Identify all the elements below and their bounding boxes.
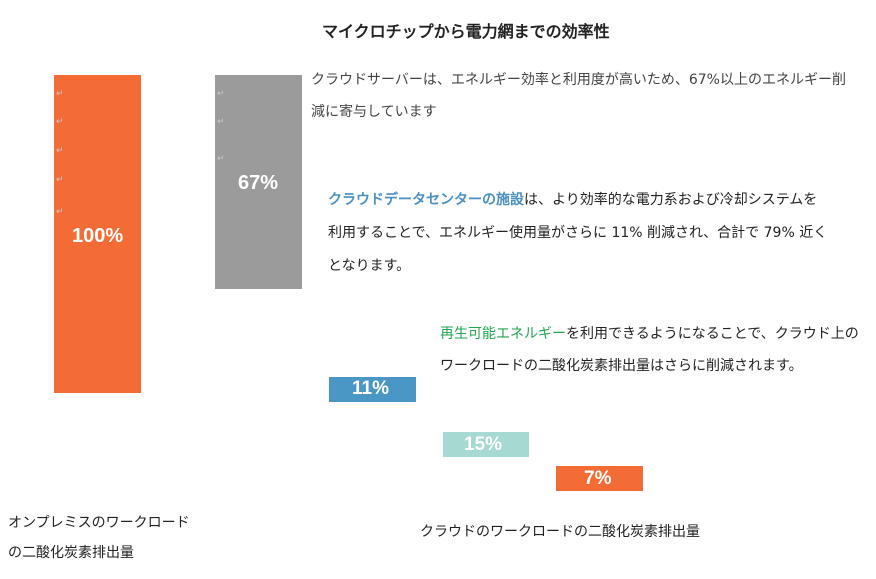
bar-datacenter-11 [329,377,416,402]
bar-label-7: 7% [584,468,612,489]
description-cloud-server: クラウドサーバーは、エネルギー効率と利用度が高いため、67%以上のエネルギー削減… [311,64,856,128]
bar-remaining-7 [556,466,643,491]
description-text: クラウドサーバーは、エネルギー効率と利用度が高いため、67%以上のエネルギー削減… [311,72,846,120]
description-renewable: 再生可能エネルギーを利用できるようになることで、クラウド上のワークロードの二酸化… [440,318,865,382]
description-highlight: クラウドデータセンターの施設 [328,192,524,208]
paragraph-mark-icon: ↵ [56,117,64,127]
bar-onprem-100 [54,75,141,393]
paragraph-mark-icon: ↵ [217,89,225,99]
paragraph-mark-icon: ↵ [56,146,64,156]
paragraph-mark-icon: ↵ [217,117,225,127]
label-onprem-emissions: オンプレミスのワークロードの二酸化炭素排出量 [8,515,190,561]
description-text: は、より効率的な電力系および冷却システムを利用することで、エネルギー使用量がさら… [328,192,828,274]
bar-cloud-server-67 [215,75,302,289]
bar-renewable-15 [443,432,529,457]
description-datacenter: クラウドデータセンターの施設は、より効率的な電力系および冷却システムを利用するこ… [328,184,828,283]
description-text: を利用できるようになることで、クラウド上のワークロードの二酸化炭素排出量はさらに… [440,326,859,374]
label-cloud-emissions: クラウドのワークロードの二酸化炭素排出量 [420,524,700,540]
paragraph-mark-icon: ↵ [217,154,225,164]
chart-title: マイクロチップから電力網までの効率性 [322,22,610,41]
paragraph-mark-icon: ↵ [56,175,64,185]
paragraph-mark-icon: ↵ [56,89,64,99]
bar-label-67: 67% [238,172,279,194]
bar-label-100: 100% [72,225,124,247]
description-highlight: 再生可能エネルギー [440,326,566,342]
paragraph-mark-icon: ↵ [56,207,64,217]
bar-label-15: 15% [464,434,503,455]
bar-label-11: 11% [352,378,389,399]
